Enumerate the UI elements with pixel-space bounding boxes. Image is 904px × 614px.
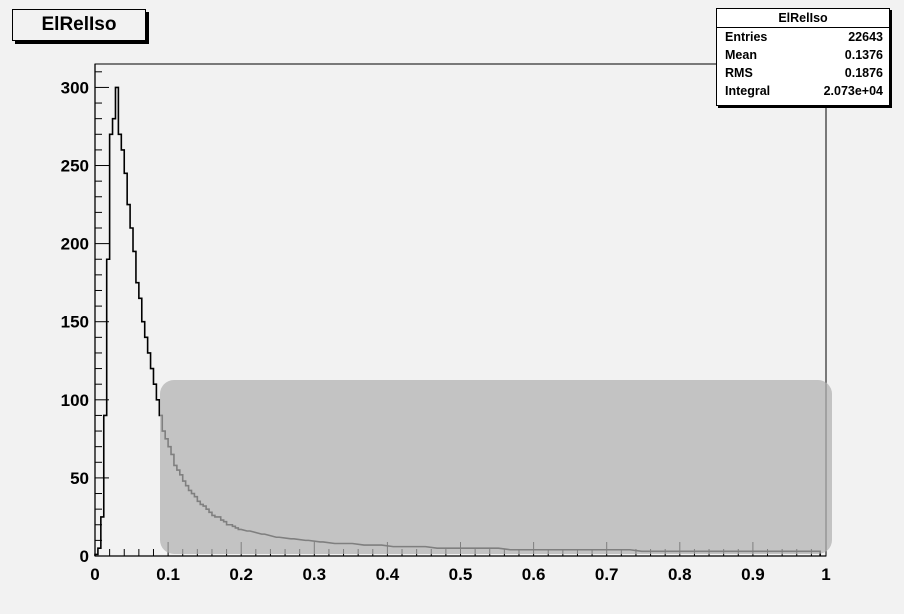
stats-box: ElRelIso Entries 22643 Mean 0.1376 RMS 0… [716, 8, 890, 106]
x-tick-label: 0.3 [302, 565, 326, 584]
y-tick-label: 0 [80, 547, 89, 566]
x-tick-label: 0.8 [668, 565, 692, 584]
chart-title: ElRelIso [12, 9, 146, 41]
x-tick-label: 0.9 [741, 565, 765, 584]
overlay-panel [160, 380, 832, 554]
x-tick-label: 0.7 [595, 565, 619, 584]
stats-value: 2.073e+04 [823, 84, 883, 98]
stats-label: Mean [725, 48, 757, 62]
x-tick-label: 0.2 [229, 565, 253, 584]
stats-title: ElRelIso [717, 9, 889, 28]
y-tick-label: 300 [61, 78, 89, 97]
stats-row-entries: Entries 22643 [717, 28, 889, 46]
y-tick-label: 200 [61, 235, 89, 254]
stats-value: 22643 [848, 30, 883, 44]
stats-label: Integral [725, 84, 771, 98]
x-tick-label: 0 [90, 565, 99, 584]
y-tick-label: 250 [61, 157, 89, 176]
x-tick-label: 0.6 [522, 565, 546, 584]
stats-row-mean: Mean 0.1376 [717, 46, 889, 64]
y-tick-label: 50 [70, 469, 89, 488]
x-tick-label: 0.4 [376, 565, 400, 584]
stats-value: 0.1376 [844, 48, 883, 62]
stats-value: 0.1876 [844, 66, 883, 80]
y-tick-label: 100 [61, 391, 89, 410]
stats-label: RMS [725, 66, 753, 80]
y-tick-label: 150 [61, 313, 89, 332]
x-tick-label: 0.5 [449, 565, 473, 584]
x-tick-label: 0.1 [156, 565, 180, 584]
stats-row-integral: Integral 2.073e+04 [717, 82, 889, 100]
stats-label: Entries [725, 30, 768, 44]
stats-row-rms: RMS 0.1876 [717, 64, 889, 82]
x-tick-label: 1 [821, 565, 830, 584]
